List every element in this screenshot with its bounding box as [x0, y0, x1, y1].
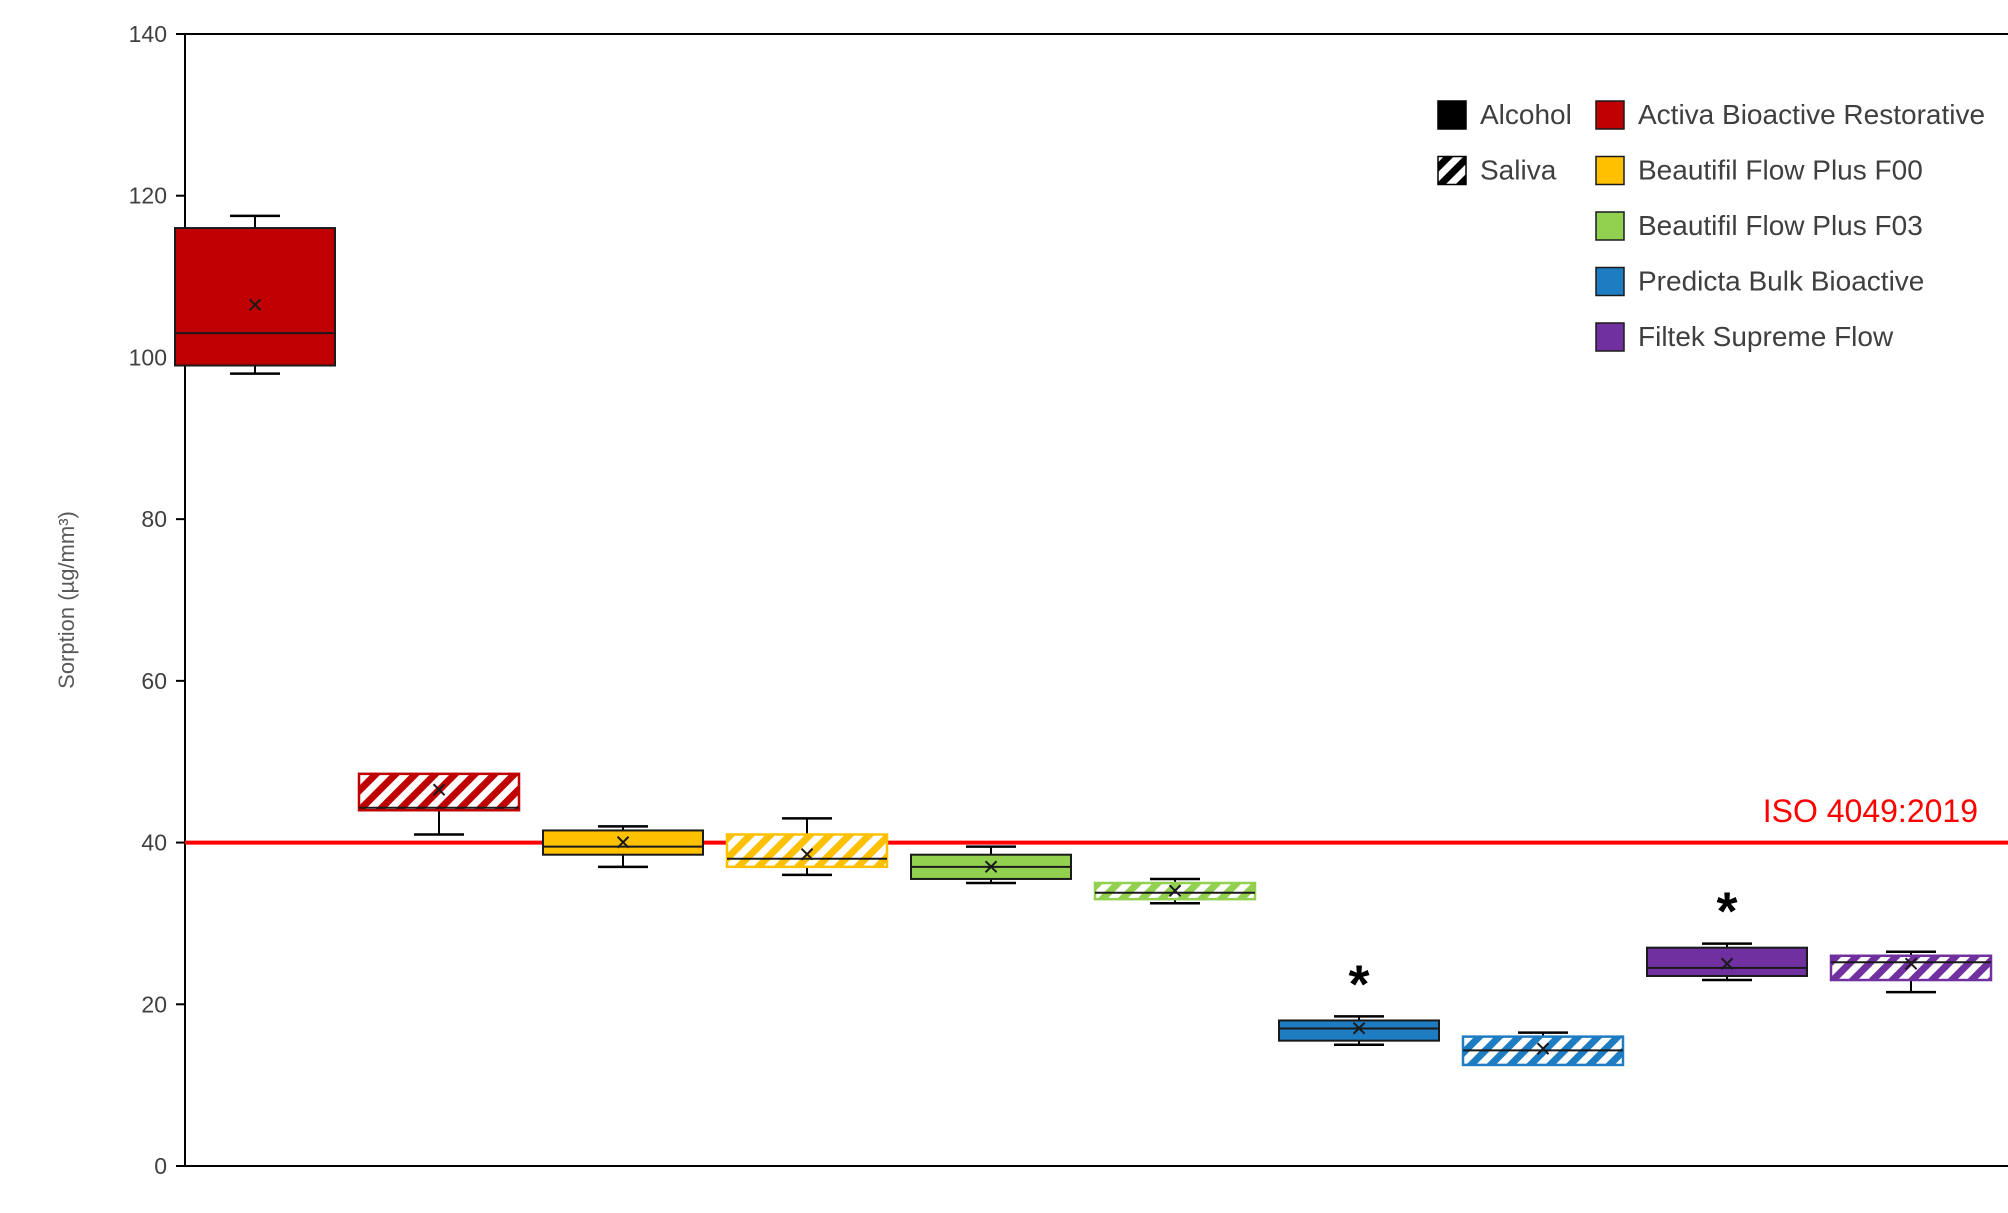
boxplot-activa-bioactive-restorative-saliva: ×: [357, 772, 521, 836]
solid-swatch-icon: [1437, 100, 1467, 130]
color-swatch-icon: [1595, 266, 1625, 297]
significance-asterisk: *: [1716, 882, 1737, 942]
boxplot-filtek-supreme-flow-saliva: ×: [1829, 948, 1993, 994]
box-rect: [1093, 881, 1257, 901]
legend-condition-alcohol: Alcohol: [1437, 99, 1572, 130]
box-rect: [1829, 954, 1993, 982]
iso-reference-label: ISO 4049:2019: [1763, 793, 1978, 829]
box-rect: [174, 227, 336, 367]
box-rect: [1278, 1019, 1440, 1042]
boxplot-beautifil-flow-plus-f00-alcohol: ×: [542, 825, 704, 869]
y-axis-tick-label: 100: [129, 344, 167, 370]
mean-marker-icon: ×: [1167, 875, 1183, 906]
hatched-swatch-icon: [1437, 155, 1467, 186]
color-swatch-icon: [1595, 211, 1625, 241]
box-rect: [1646, 946, 1808, 977]
legend-material-label: Predicta Bulk Bioactive: [1638, 266, 1924, 297]
mean-marker-icon: ×: [615, 827, 631, 858]
mean-marker-icon: ×: [1535, 1033, 1551, 1064]
mean-marker-icon: ×: [247, 289, 263, 320]
legend-material-beautifil-flow-plus-f03: Beautifil Flow Plus F03: [1595, 210, 1923, 241]
boxplot-beautifil-flow-plus-f03-alcohol: ×: [910, 845, 1072, 885]
mean-marker-icon: ×: [799, 839, 815, 870]
legend-material-beautifil-flow-plus-f00: Beautifil Flow Plus F00: [1595, 155, 1923, 186]
color-swatch-icon: [1595, 322, 1625, 352]
color-swatch-icon: [1595, 155, 1625, 186]
y-axis-tick-label: 120: [129, 183, 167, 209]
boxplot-filtek-supreme-flow-alcohol: ×*: [1646, 882, 1808, 982]
y-axis-title: Sorption (µg/mm³): [54, 511, 79, 689]
significance-asterisk: *: [1348, 954, 1369, 1014]
legend-condition-label: Alcohol: [1480, 99, 1572, 130]
color-swatch-icon: [1595, 100, 1625, 130]
legend-material-predicta-bulk-bioactive: Predicta Bulk Bioactive: [1595, 266, 1924, 297]
y-axis-tick-label: 60: [141, 668, 167, 694]
y-axis-tick-label: 40: [141, 830, 167, 856]
mean-marker-icon: ×: [983, 851, 999, 882]
legend-material-label: Beautifil Flow Plus F00: [1638, 155, 1923, 186]
legend-material-label: Filtek Supreme Flow: [1638, 321, 1894, 352]
box-rect: [725, 833, 889, 869]
sorption-boxplot-figure: 0 20 40 60 80 100 120 140 × × × × × × × * × × * × Alcohol Sal…: [40, 16, 2008, 1197]
y-axis-tick-label: 20: [141, 991, 167, 1017]
legend-condition-label: Saliva: [1480, 155, 1557, 186]
boxplot-predicta-bulk-bioactive-alcohol: ×*: [1278, 954, 1440, 1046]
y-axis-tick-label: 140: [129, 21, 167, 47]
legend-material-activa-bioactive-restorative: Activa Bioactive Restorative: [1595, 99, 1985, 130]
mean-marker-icon: ×: [431, 774, 447, 805]
y-axis-tick-label: 80: [141, 506, 167, 532]
legend-condition-saliva: Saliva: [1437, 155, 1557, 186]
y-axis-tick-label: 0: [154, 1153, 167, 1179]
boxplot-predicta-bulk-bioactive-saliva: ×: [1461, 1031, 1625, 1067]
box-rect: [542, 829, 704, 856]
boxplot-beautifil-flow-plus-f03-saliva: ×: [1093, 875, 1257, 906]
legend-material-label: Beautifil Flow Plus F03: [1638, 210, 1923, 241]
mean-marker-icon: ×: [1903, 948, 1919, 979]
mean-marker-icon: ×: [1719, 948, 1735, 979]
legend-material-filtek-supreme-flow: Filtek Supreme Flow: [1595, 321, 1894, 352]
legend-material-label: Activa Bioactive Restorative: [1638, 99, 1985, 130]
box-rect: [357, 772, 521, 812]
boxplot-beautifil-flow-plus-f00-saliva: ×: [725, 817, 889, 877]
mean-marker-icon: ×: [1351, 1013, 1367, 1044]
boxplot-activa-bioactive-restorative-alcohol: ×: [174, 214, 336, 375]
plot-border: [184, 33, 2008, 1167]
